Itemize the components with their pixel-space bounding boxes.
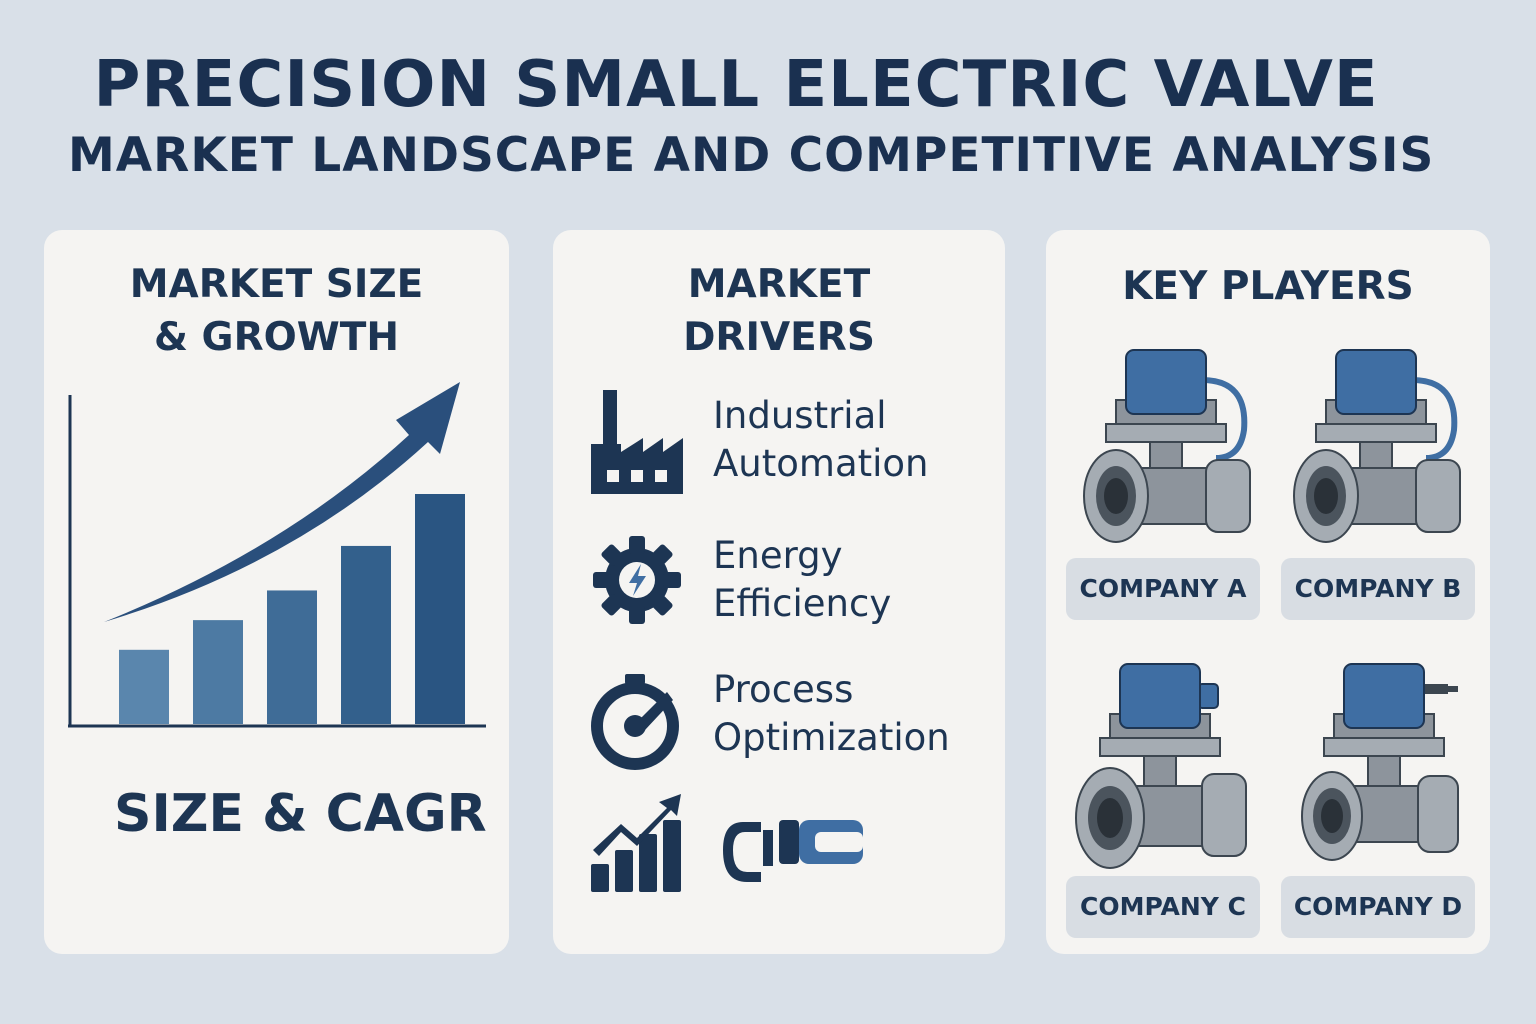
driver-label-line2: Automation: [713, 442, 929, 485]
driver-label-line1: Industrial: [713, 394, 887, 437]
company-b-badge: COMPANY B: [1281, 558, 1475, 620]
chart-bar-5: [415, 494, 465, 724]
valve-icon: [1293, 349, 1461, 543]
chart-bar-4: [341, 545, 391, 724]
driver-label-line2: Efficiency: [713, 582, 892, 625]
market-size-title: MARKET SIZE & GROWTH: [44, 258, 509, 364]
connector-icon: [723, 820, 863, 882]
driver-energy-efficiency: Energy Efficiency: [713, 532, 891, 628]
page-subtitle: MARKET LANDSCAPE AND COMPETITIVE ANALYSI…: [68, 128, 1435, 183]
market-drivers-title-line1: MARKET: [687, 262, 871, 307]
valve-icon: [1301, 663, 1459, 861]
key-players-title: KEY PLAYERS: [1122, 264, 1414, 309]
growth-chart: [68, 382, 486, 728]
market-size-title-line2: & GROWTH: [153, 315, 400, 360]
growth-arrow-icon: [104, 382, 460, 622]
company-a-badge: COMPANY A: [1066, 558, 1260, 620]
driver-process-optimization: Process Optimization: [713, 666, 950, 762]
gauge-icon: [591, 674, 679, 770]
company-c-badge: COMPANY C: [1066, 876, 1260, 938]
factory-icon: [591, 390, 683, 494]
company-d-badge: COMPANY D: [1281, 876, 1475, 938]
valve-icon: [1075, 663, 1247, 869]
chart-bar-1: [119, 649, 169, 724]
chart-bar-3: [267, 590, 317, 724]
market-size-title-line1: MARKET SIZE: [129, 262, 424, 307]
driver-label-line2: Optimization: [713, 716, 950, 759]
gear-bolt-icon: [593, 536, 681, 624]
size-cagr-caption: SIZE & CAGR: [114, 784, 487, 844]
page-title: PRECISION SMALL ELECTRIC VALVE: [93, 48, 1379, 122]
valve-icon: [1083, 349, 1251, 543]
driver-industrial-automation: Industrial Automation: [713, 392, 929, 488]
market-drivers-title: MARKET DRIVERS: [553, 258, 1005, 364]
chart-bar-2: [193, 620, 243, 724]
market-drivers-panel: MARKET DRIVERS Industrial Automation Ene…: [553, 230, 1005, 954]
driver-label-line1: Process: [713, 668, 854, 711]
market-size-panel: MARKET SIZE & GROWTH SIZE & CAGR: [44, 230, 509, 954]
market-drivers-title-line2: DRIVERS: [683, 315, 875, 360]
key-players-panel: KEY PLAYERS COMPANY A COMPANY B: [1046, 230, 1490, 954]
driver-label-line1: Energy: [713, 534, 843, 577]
growth-chart-icon: [591, 794, 681, 892]
